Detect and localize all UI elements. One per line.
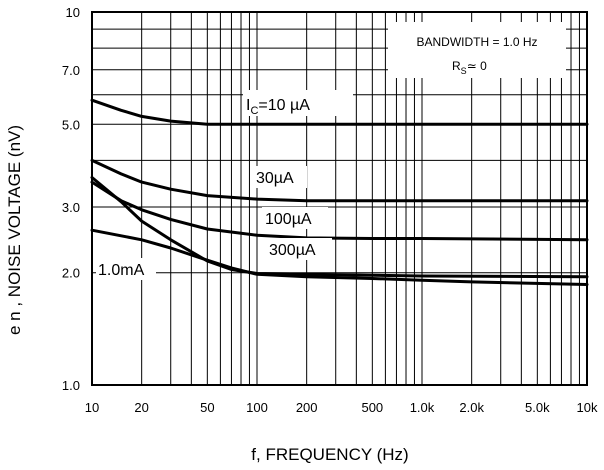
x-tick-label: 2.0k	[459, 400, 484, 415]
plot-frame	[91, 11, 588, 386]
y-tick-label: 5.0	[62, 117, 80, 132]
series-curves	[90, 98, 589, 286]
y-tick-label: 1.0	[62, 378, 80, 393]
x-tick-label: 10	[85, 400, 99, 415]
x-tick-label: 50	[200, 400, 214, 415]
series-label-bg-1	[243, 90, 353, 116]
y-tick-label: 10	[66, 5, 80, 20]
series-curve-0	[90, 98, 589, 126]
y-tick-label: 7.0	[62, 63, 80, 78]
x-tick-label: 20	[134, 400, 148, 415]
source-resistance-text: RS≃ 0	[452, 59, 487, 76]
series-label-100ua: 100µA	[265, 211, 312, 228]
series-label-30ua: 30µA	[256, 170, 294, 187]
x-tick-label: 1.0k	[410, 400, 435, 415]
series-curve-3	[90, 176, 589, 279]
x-tick-label: 100	[246, 400, 268, 415]
series-label-1ma: 1.0mA	[98, 262, 145, 279]
x-axis-title: f, FREQUENCY (Hz)	[251, 445, 408, 464]
series-label-bg-4	[266, 238, 332, 260]
series-curve-1	[90, 158, 589, 203]
annotation-box-background	[388, 22, 566, 78]
x-tick-label: 5.0k	[525, 400, 550, 415]
x-tick-label: 500	[361, 400, 383, 415]
series-label-300ua: 300µA	[269, 242, 316, 259]
x-tick-label: 200	[296, 400, 318, 415]
series-label-bg-5	[96, 258, 156, 280]
series-curve-4	[90, 228, 589, 286]
bandwidth-text: BANDWIDTH = 1.0 Hz	[416, 35, 537, 49]
y-tick-label: 2.0	[62, 266, 80, 281]
y-axis-title: e n , NOISE VOLTAGE (nV)	[5, 125, 24, 335]
series-label-bg-2	[253, 166, 307, 188]
series-curve-2	[90, 180, 589, 242]
y-tick-label: 3.0	[62, 200, 80, 215]
x-tick-label: 10k	[577, 400, 598, 415]
series-label-bg-3	[262, 207, 328, 229]
series-label-ic-10ua: IC=10 µA	[246, 97, 310, 117]
annotation-box: BANDWIDTH = 1.0 Hz RS≃ 0	[388, 22, 566, 78]
axis-ticks: 10 20 50 100 200 500 1.0k 2.0k 5.0k 10k 1.0 2.0 3.0 5…	[62, 5, 598, 415]
curve-labels: IC=10 µA 30µA 100µA 300µA 1.0mA	[96, 90, 353, 280]
